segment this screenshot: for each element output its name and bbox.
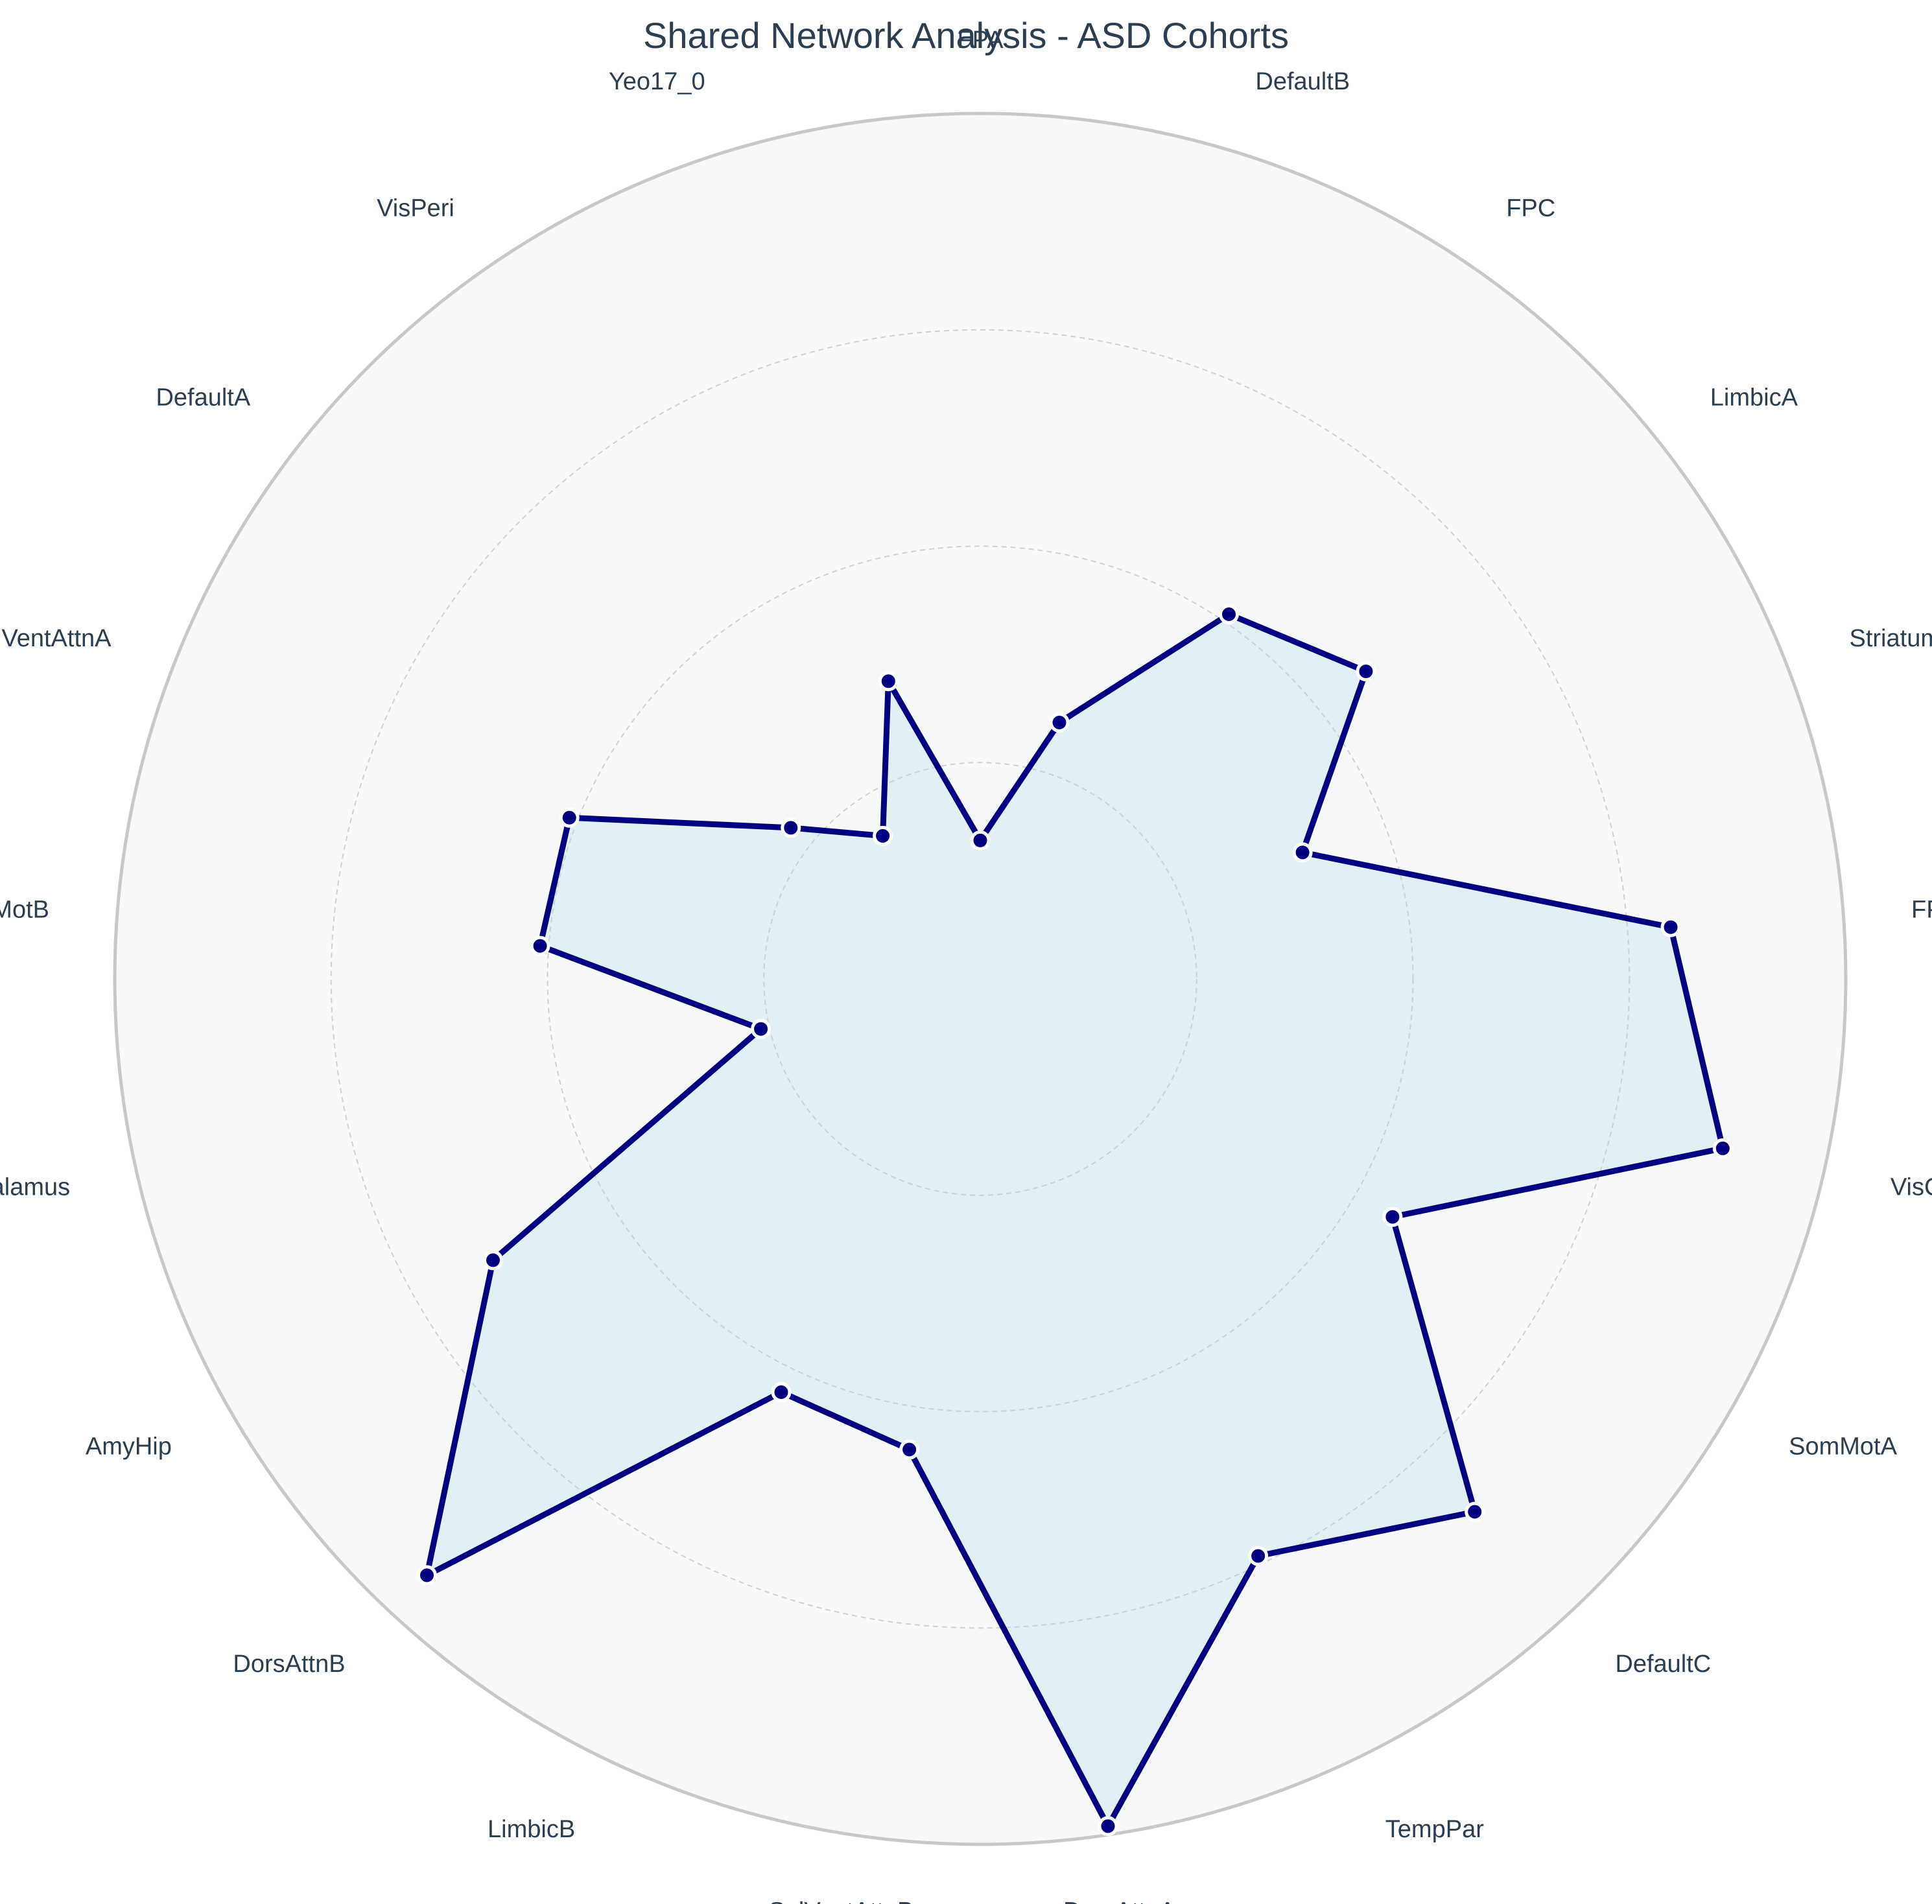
gridline-1 — [547, 545, 1414, 1413]
axis-label-fpc: FPC — [1506, 195, 1555, 222]
data-point-visperi — [873, 825, 893, 846]
gridline-0 — [763, 762, 1197, 1196]
radial-grid — [113, 112, 1848, 1846]
data-point-salventattna — [559, 807, 580, 828]
data-point-fpc — [1219, 604, 1239, 624]
axis-label-limbica: LimbicA — [1710, 384, 1798, 412]
axis-label-viscent: VisCent — [1891, 1174, 1932, 1201]
outer-ring — [113, 112, 1848, 1846]
data-point-fpb — [1660, 917, 1681, 937]
data-point-defaultc — [1465, 1501, 1485, 1522]
series-line — [424, 611, 1726, 1829]
series-area — [427, 614, 1723, 1826]
data-point-limbica — [1356, 661, 1376, 682]
data-point-striatum — [1292, 842, 1313, 863]
data-point-fpa — [970, 830, 991, 851]
axis-label-thalamus: Thalamus — [0, 1174, 70, 1201]
axis-label-defaultc: DefaultC — [1615, 1651, 1711, 1678]
data-point-salventattnb — [899, 1439, 920, 1460]
axis-label-salventattnb: SalVentAttnB — [768, 1898, 913, 1904]
axis-label-striatum: Striatum — [1850, 625, 1932, 652]
data-point-limbicb — [771, 1382, 792, 1402]
axis-label-salventattna: SalVentAttnA — [0, 625, 112, 652]
axis-label-sommotb: SomMotB — [0, 897, 49, 924]
data-point-thalamus — [751, 1018, 772, 1039]
data-point-sommota — [1382, 1206, 1403, 1227]
data-point-yeo17_0 — [878, 671, 899, 692]
axis-label-temppar: TempPar — [1385, 1816, 1484, 1843]
category-labels: FPA DefaultB FPC LimbicA Striatum FPB VisCent S… — [0, 27, 1932, 1904]
series-layer — [417, 604, 1733, 1837]
data-point-dorsattnb — [417, 1565, 437, 1586]
plot-background — [115, 113, 1846, 1844]
axis-label-dorsattna: DorsAttnA — [1063, 1898, 1176, 1904]
axis-label-visperi: VisPeri — [377, 195, 454, 222]
data-point-sommotb — [530, 935, 550, 956]
data-point-defaultb — [1049, 712, 1070, 733]
gridline-2 — [330, 329, 1631, 1629]
axis-label-amyhip: AmyHip — [86, 1433, 172, 1460]
plot-area — [115, 113, 1846, 1844]
data-point-dorsattna — [1098, 1816, 1118, 1837]
axis-label-limbicb: LimbicB — [488, 1816, 575, 1843]
data-point-temppar — [1248, 1546, 1269, 1566]
data-point-amyhip — [483, 1250, 503, 1271]
data-point-defaulta — [781, 817, 801, 838]
axis-label-sommota: SomMotA — [1789, 1433, 1897, 1460]
chart-title: Shared Network Analysis - ASD Cohorts — [643, 15, 1289, 56]
axis-label-fpb: FPB — [1911, 897, 1932, 924]
axis-label-dorsattnb: DorsAttnB — [233, 1651, 345, 1678]
axis-label-yeo17_0: Yeo17_0 — [609, 68, 705, 95]
data-point-viscent — [1712, 1138, 1733, 1158]
axis-label-defaultb: DefaultB — [1255, 68, 1350, 95]
axis-label-defaulta: DefaultA — [156, 384, 250, 412]
axis-label-fpa: FPA — [957, 27, 1004, 54]
